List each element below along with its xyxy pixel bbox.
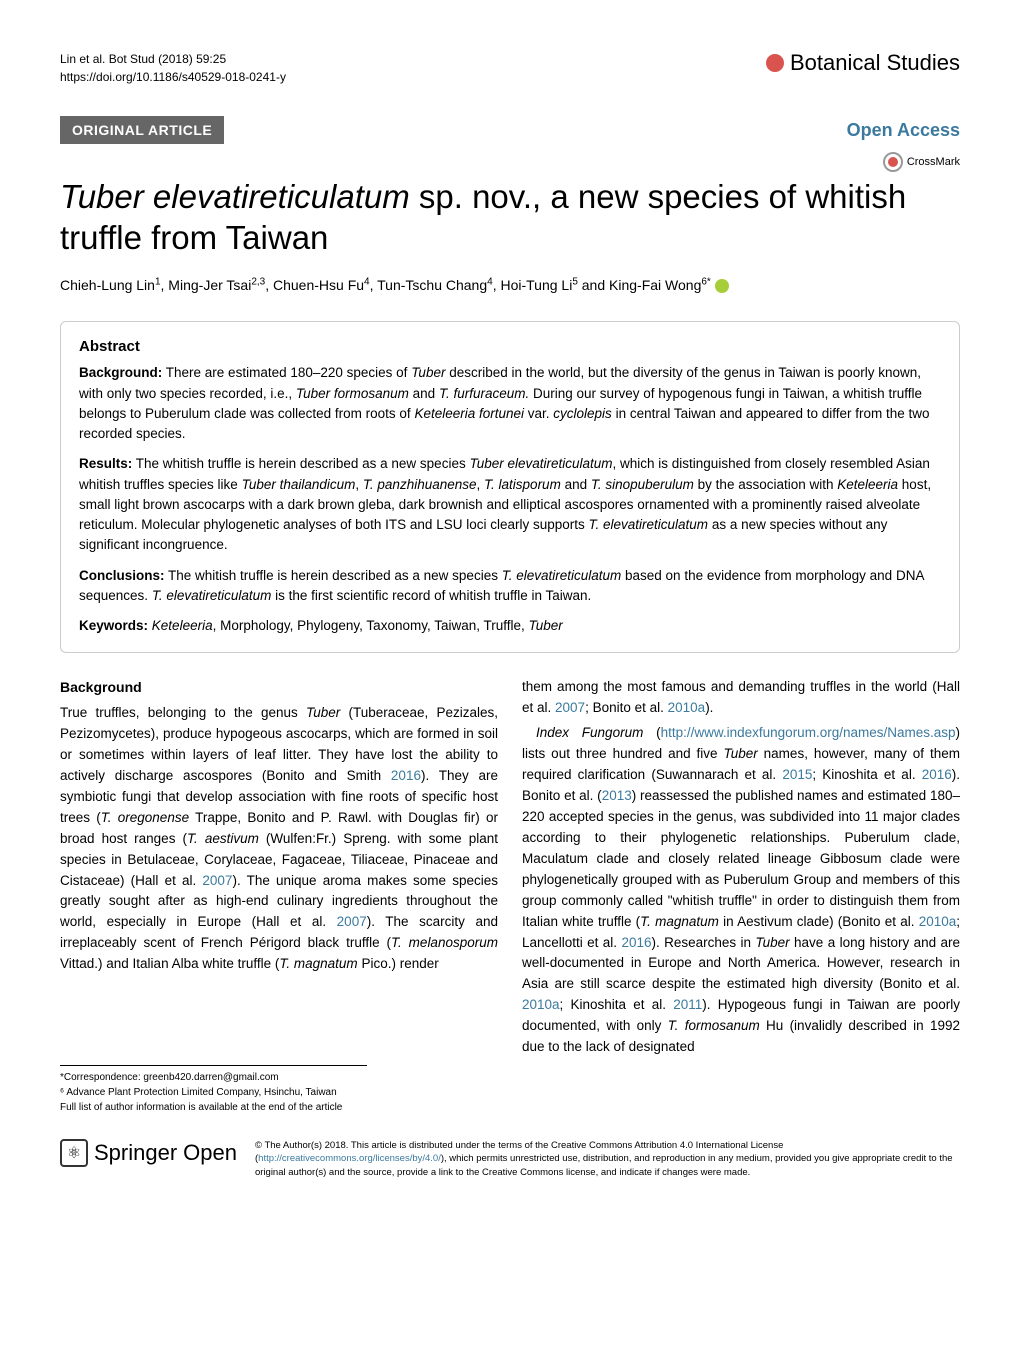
abstract-heading: Abstract: [79, 338, 941, 355]
page-header: Lin et al. Bot Stud (2018) 59:25 https:/…: [60, 50, 960, 86]
citation-block: Lin et al. Bot Stud (2018) 59:25 https:/…: [60, 50, 286, 86]
journal-icon: [766, 54, 784, 72]
citation: Lin et al. Bot Stud (2018) 59:25: [60, 50, 286, 68]
background-heading: Background: [60, 677, 498, 699]
journal-text: Botanical Studies: [790, 50, 960, 76]
authors-list: Chieh-Lung Lin1, Ming-Jer Tsai2,3, Chuen…: [60, 277, 711, 293]
article-bar: ORIGINAL ARTICLE Open Access: [60, 116, 960, 144]
body-text-col2-p1: them among the most famous and demanding…: [522, 677, 960, 719]
results-text: The whitish truffle is herein described …: [79, 456, 931, 552]
body-text-col2-p2: Index Fungorum (http://www.indexfungorum…: [522, 723, 960, 1058]
abstract-background: Background: There are estimated 180–220 …: [79, 363, 941, 444]
correspondence-note: Full list of author information is avail…: [60, 1100, 367, 1115]
orcid-icon[interactable]: [715, 279, 729, 293]
correspondence-affil: ⁶ Advance Plant Protection Limited Compa…: [60, 1085, 367, 1100]
abstract-box: Abstract Background: There are estimated…: [60, 321, 960, 653]
crossmark[interactable]: CrossMark: [60, 152, 960, 172]
article-type-badge: ORIGINAL ARTICLE: [60, 116, 224, 144]
keywords-label: Keywords:: [79, 618, 148, 633]
crossmark-icon: [883, 152, 903, 172]
conclusions-label: Conclusions:: [79, 568, 165, 583]
crossmark-label: CrossMark: [907, 156, 960, 168]
correspondence-email: *Correspondence: greenb420.darren@gmail.…: [60, 1070, 367, 1085]
background-text: There are estimated 180–220 species of T…: [79, 365, 930, 441]
keywords-text: Keteleeria, Morphology, Phylogeny, Taxon…: [152, 618, 563, 633]
body-columns: Background True truffles, belonging to t…: [60, 677, 960, 1115]
conclusions-text: The whitish truffle is herein described …: [79, 568, 924, 603]
authors: Chieh-Lung Lin1, Ming-Jer Tsai2,3, Chuen…: [60, 277, 960, 294]
correspondence: *Correspondence: greenb420.darren@gmail.…: [60, 1065, 367, 1115]
license-text: © The Author(s) 2018. This article is di…: [255, 1139, 960, 1179]
column-right: them among the most famous and demanding…: [522, 677, 960, 1115]
springer-text: Springer: [94, 1140, 177, 1166]
springer-icon: ⚛: [60, 1139, 88, 1167]
keywords: Keywords: Keteleeria, Morphology, Phylog…: [79, 616, 941, 636]
background-label: Background:: [79, 365, 162, 380]
open-access-label: Open Access: [847, 120, 960, 141]
springer-logo: ⚛ SpringerOpen: [60, 1139, 237, 1167]
results-label: Results:: [79, 456, 132, 471]
article-title: Tuber elevatireticulatum sp. nov., a new…: [60, 176, 960, 259]
column-left: Background True truffles, belonging to t…: [60, 677, 498, 1115]
springer-open-text: Open: [183, 1140, 237, 1166]
journal-name: Botanical Studies: [766, 50, 960, 76]
abstract-results: Results: The whitish truffle is herein d…: [79, 454, 941, 555]
doi: https://doi.org/10.1186/s40529-018-0241-…: [60, 68, 286, 86]
body-text-col1: True truffles, belonging to the genus Tu…: [60, 703, 498, 975]
footer: ⚛ SpringerOpen © The Author(s) 2018. Thi…: [60, 1139, 960, 1179]
abstract-conclusions: Conclusions: The whitish truffle is here…: [79, 566, 941, 607]
